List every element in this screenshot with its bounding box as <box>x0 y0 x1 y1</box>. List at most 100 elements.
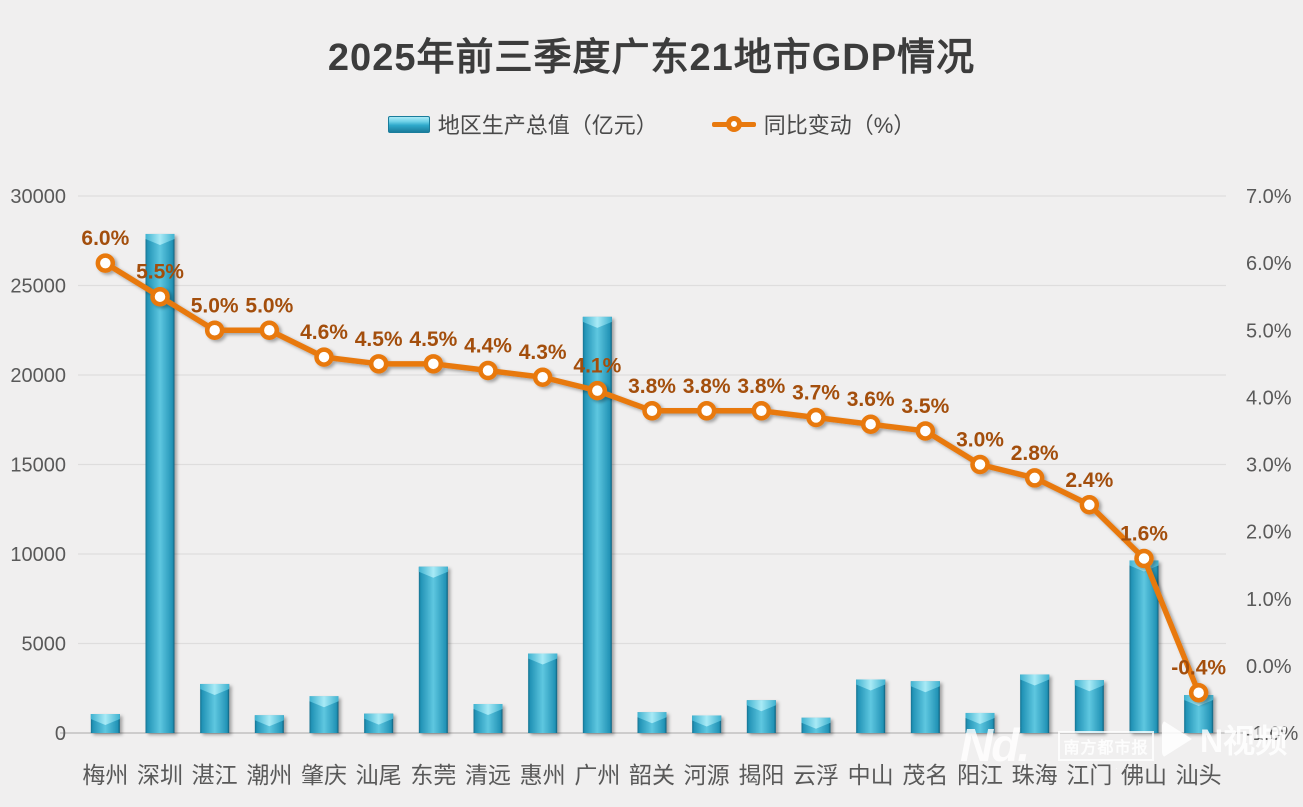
city-label: 潮州 <box>246 762 292 788</box>
growth-data-label: 6.0% <box>81 227 129 250</box>
city-label: 湛江 <box>192 762 238 788</box>
growth-data-label: 3.6% <box>847 388 895 411</box>
axis-tick-labels: 30000 25000 20000 15000 10000 5000 0 7.0% 6.0% 5.… <box>10 186 1298 745</box>
chart-title: 2025年前三季度广东21地市GDP情况 <box>327 37 976 79</box>
growth-data-label: 5.0% <box>245 294 293 317</box>
growth-data-label: -0.4% <box>1171 657 1226 680</box>
legend-label-growth: 同比变动（%） <box>763 113 916 138</box>
gridlines <box>60 195 1243 734</box>
right-axis-tick: 7.0% <box>1246 186 1292 208</box>
line-marker <box>915 421 936 441</box>
city-label: 中山 <box>848 762 894 788</box>
line-marker <box>970 454 990 475</box>
left-axis-tick: 30000 <box>10 186 66 208</box>
line-marker <box>1134 548 1154 569</box>
bar-series <box>90 233 1214 733</box>
growth-data-label: 4.5% <box>355 328 403 351</box>
line-marker <box>478 360 498 381</box>
category-labels: 梅州 深圳 湛江 潮州 肇庆 汕尾 东莞 清远 惠州 广州 韶关 河源 揭阳 云浮 中山 茂名 阳江 珠海 江门 佛山… <box>82 762 1221 788</box>
line-marker <box>95 253 116 273</box>
city-label: 东莞 <box>410 762 456 788</box>
right-axis-tick: 0.0% <box>1246 656 1292 678</box>
line-marker <box>368 354 389 374</box>
gdp-bar <box>1020 674 1050 733</box>
bar-swatch-icon <box>387 115 430 133</box>
growth-data-label: 4.6% <box>300 321 348 344</box>
line-marker <box>806 407 826 428</box>
city-label: 茂名 <box>902 762 948 788</box>
growth-data-label: 5.5% <box>136 261 184 284</box>
right-axis-tick: -1.0% <box>1246 723 1298 745</box>
gdp-bar <box>145 233 175 733</box>
chart-legend: 地区生产总值（亿元） 同比变动（%） <box>0 108 1303 140</box>
growth-data-label: 4.4% <box>464 335 512 358</box>
growth-line-series <box>95 253 1209 703</box>
growth-data-label: 2.4% <box>1065 469 1113 492</box>
growth-data-label: 2.8% <box>1011 442 1059 465</box>
line-marker <box>259 320 280 340</box>
growth-data-label: 3.8% <box>628 375 676 398</box>
left-axis-tick: 20000 <box>10 365 66 387</box>
gdp-bar <box>473 704 503 733</box>
growth-data-labels: 6.0% 5.5% 5.0% 5.0% 4.6% 4.5% 4.5% 4.4% 4.3% 4.1%… <box>81 227 1226 680</box>
gdp-bar <box>200 683 230 733</box>
city-label: 江门 <box>1066 762 1112 788</box>
city-label: 云浮 <box>793 762 839 788</box>
gdp-bar <box>1074 680 1104 733</box>
growth-data-label: 3.7% <box>792 382 840 405</box>
line-marker <box>751 401 772 421</box>
growth-data-label: 3.8% <box>737 375 785 398</box>
city-label: 汕头 <box>1176 762 1222 788</box>
city-label: 阳江 <box>957 762 1003 788</box>
line-marker <box>1079 495 1100 515</box>
city-label: 汕尾 <box>356 762 402 788</box>
growth-data-label: 3.5% <box>901 395 949 418</box>
gdp-bar <box>746 700 776 733</box>
city-label: 清远 <box>465 762 511 788</box>
city-label: 河源 <box>684 762 730 788</box>
gdp-bar <box>90 714 120 733</box>
right-axis-tick: 1.0% <box>1246 589 1292 611</box>
growth-data-label: 1.6% <box>1120 522 1168 545</box>
city-label: 韶关 <box>629 762 675 788</box>
gdp-bar <box>309 696 339 733</box>
left-axis-tick: 10000 <box>10 544 66 566</box>
city-label: 肇庆 <box>301 762 347 788</box>
legend-item-gdp: 地区生产总值（亿元） <box>387 108 658 140</box>
gdp-bar <box>528 653 558 733</box>
right-axis-tick: 5.0% <box>1246 320 1292 342</box>
growth-data-label: 4.5% <box>409 328 457 351</box>
gdp-bar <box>965 712 995 733</box>
line-marker <box>1024 468 1045 488</box>
legend-item-growth: 同比变动（%） <box>711 108 916 140</box>
growth-data-label: 5.0% <box>191 294 239 317</box>
gdp-bar <box>254 715 284 733</box>
line-marker <box>532 367 553 387</box>
city-label: 揭阳 <box>738 762 784 788</box>
line-marker <box>696 401 717 421</box>
right-axis-tick: 6.0% <box>1246 253 1292 275</box>
legend-label-gdp: 地区生产总值（亿元） <box>437 113 658 138</box>
city-label: 佛山 <box>1121 762 1167 788</box>
left-axis-tick: 5000 <box>22 634 67 656</box>
city-label: 梅州 <box>82 762 128 788</box>
right-axis-tick: 2.0% <box>1246 522 1292 544</box>
line-marker <box>642 401 662 421</box>
gdp-bar <box>582 316 612 733</box>
city-label: 深圳 <box>137 762 183 788</box>
growth-data-label: 4.1% <box>573 355 621 378</box>
left-axis-tick: 0 <box>55 723 66 745</box>
gdp-bar <box>418 566 448 733</box>
growth-data-label: 4.3% <box>519 341 567 364</box>
gdp-bar <box>692 715 722 733</box>
city-label: 珠海 <box>1012 762 1058 788</box>
gdp-bar <box>637 712 667 733</box>
right-axis-tick: 3.0% <box>1246 455 1292 477</box>
line-marker <box>204 320 225 340</box>
city-label: 惠州 <box>520 762 566 788</box>
right-axis-tick: 4.0% <box>1246 387 1292 409</box>
gdp-bar <box>801 717 831 733</box>
line-marker <box>1188 682 1209 703</box>
gdp-bar <box>910 681 940 733</box>
